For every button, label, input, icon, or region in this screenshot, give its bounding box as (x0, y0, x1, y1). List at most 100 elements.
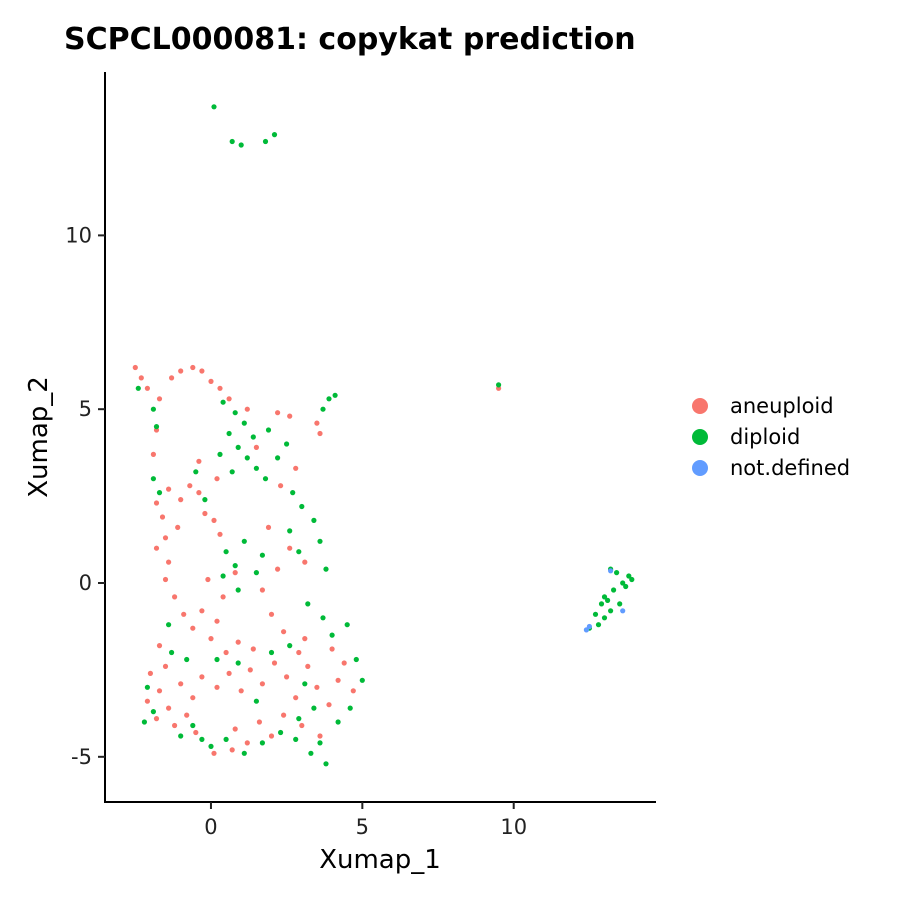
point-aneuploid-94 (293, 465, 299, 471)
point-aneuploid-51 (178, 681, 184, 687)
point-diploid-38 (235, 587, 241, 593)
legend-key-diploid (692, 429, 708, 445)
point-aneuploid-66 (284, 674, 290, 680)
point-aneuploid-13 (287, 413, 293, 419)
point-aneuploid-77 (299, 722, 305, 729)
point-aneuploid-87 (196, 458, 202, 464)
point-diploid-71 (190, 722, 196, 729)
point-aneuploid-10 (226, 396, 232, 402)
point-not-defined-0 (583, 627, 590, 633)
point-diploid-69 (141, 719, 147, 725)
point-diploid-91 (605, 597, 611, 604)
point-diploid-92 (623, 583, 629, 590)
point-aneuploid-7 (199, 368, 205, 374)
point-aneuploid-61 (226, 670, 232, 677)
point-aneuploid-64 (259, 681, 265, 687)
point-aneuploid-18 (150, 451, 156, 457)
point-diploid-68 (150, 709, 156, 715)
point-aneuploid-55 (172, 722, 178, 729)
point-diploid-14 (241, 420, 247, 426)
point-diploid-64 (235, 660, 241, 666)
point-diploid-61 (311, 705, 317, 711)
point-diploid-37 (220, 573, 226, 579)
point-diploid-24 (284, 441, 290, 447)
point-aneuploid-27 (178, 497, 184, 503)
point-diploid-33 (223, 549, 229, 555)
point-not-defined-2 (608, 568, 614, 574)
point-diploid-57 (199, 736, 205, 743)
legend-key-not-defined (692, 460, 708, 476)
point-aneuploid-81 (350, 688, 356, 694)
point-aneuploid-47 (232, 570, 238, 576)
point-diploid-6 (326, 396, 332, 402)
point-diploid-86 (626, 573, 632, 579)
point-diploid-9 (135, 385, 141, 391)
point-diploid-58 (268, 649, 275, 656)
point-diploid-63 (253, 698, 259, 704)
point-aneuploid-6 (190, 364, 196, 371)
point-diploid-81 (608, 608, 614, 614)
point-diploid-59 (287, 643, 293, 649)
y-axis-ticks: -5 0 5 10 (65, 223, 105, 769)
point-aneuploid-75 (268, 733, 275, 739)
chart-title: SCPCL000081: copykat prediction (64, 22, 636, 57)
point-diploid-54 (241, 750, 247, 756)
point-aneuploid-35 (199, 608, 205, 614)
point-diploid-46 (347, 705, 353, 711)
point-aneuploid-34 (190, 625, 196, 631)
point-aneuploid-28 (187, 483, 193, 489)
legend-label-not-defined: not.defined (730, 456, 850, 480)
point-diploid-28 (311, 517, 317, 524)
point-aneuploid-26 (166, 486, 172, 492)
point-aneuploid-67 (293, 695, 299, 701)
legend-label-aneuploid: aneuploid (730, 394, 834, 418)
point-aneuploid-38 (223, 649, 229, 656)
point-aneuploid-62 (238, 688, 244, 694)
point-diploid-89 (592, 611, 599, 617)
point-diploid-8 (320, 406, 326, 412)
point-aneuploid-63 (247, 667, 253, 673)
point-aneuploid-80 (341, 660, 347, 666)
point-diploid-2 (238, 142, 244, 148)
point-aneuploid-68 (305, 663, 311, 670)
point-aneuploid-45 (259, 587, 265, 593)
point-aneuploid-79 (329, 646, 335, 652)
point-diploid-11 (153, 424, 160, 430)
point-aneuploid-40 (250, 646, 256, 652)
point-diploid-18 (244, 455, 250, 461)
point-diploid-3 (262, 138, 269, 145)
point-aneuploid-42 (281, 629, 287, 635)
point-aneuploid-54 (153, 716, 160, 722)
point-aneuploid-74 (256, 719, 262, 725)
point-aneuploid-0 (132, 364, 138, 371)
point-aneuploid-37 (214, 618, 220, 624)
point-diploid-1 (229, 138, 235, 145)
point-diploid-76 (202, 497, 208, 503)
point-aneuploid-21 (162, 535, 169, 541)
point-aneuploid-59 (162, 663, 169, 670)
point-aneuploid-15 (317, 430, 323, 437)
x-tick-label-2: 10 (500, 815, 527, 839)
point-aneuploid-91 (205, 576, 211, 583)
point-diploid-82 (617, 601, 623, 607)
point-diploid-21 (253, 465, 259, 471)
point-diploid-12 (220, 399, 226, 405)
point-aneuploid-22 (153, 545, 160, 551)
point-diploid-43 (344, 622, 350, 628)
point-aneuploid-83 (229, 747, 235, 753)
y-tick-label-1: 0 (79, 571, 92, 595)
y-tick-label-0: -5 (71, 745, 92, 769)
point-diploid-16 (226, 430, 232, 437)
point-diploid-41 (320, 615, 326, 621)
point-diploid-45 (359, 677, 365, 683)
point-aneuploid-5 (178, 368, 184, 374)
point-aneuploid-90 (156, 643, 163, 649)
point-diploid-26 (290, 490, 296, 496)
point-aneuploid-88 (214, 476, 220, 482)
point-diploid-32 (323, 566, 329, 572)
point-diploid-75 (193, 469, 199, 475)
point-diploid-7 (332, 392, 338, 398)
point-aneuploid-48 (147, 670, 153, 677)
point-diploid-27 (299, 503, 305, 510)
